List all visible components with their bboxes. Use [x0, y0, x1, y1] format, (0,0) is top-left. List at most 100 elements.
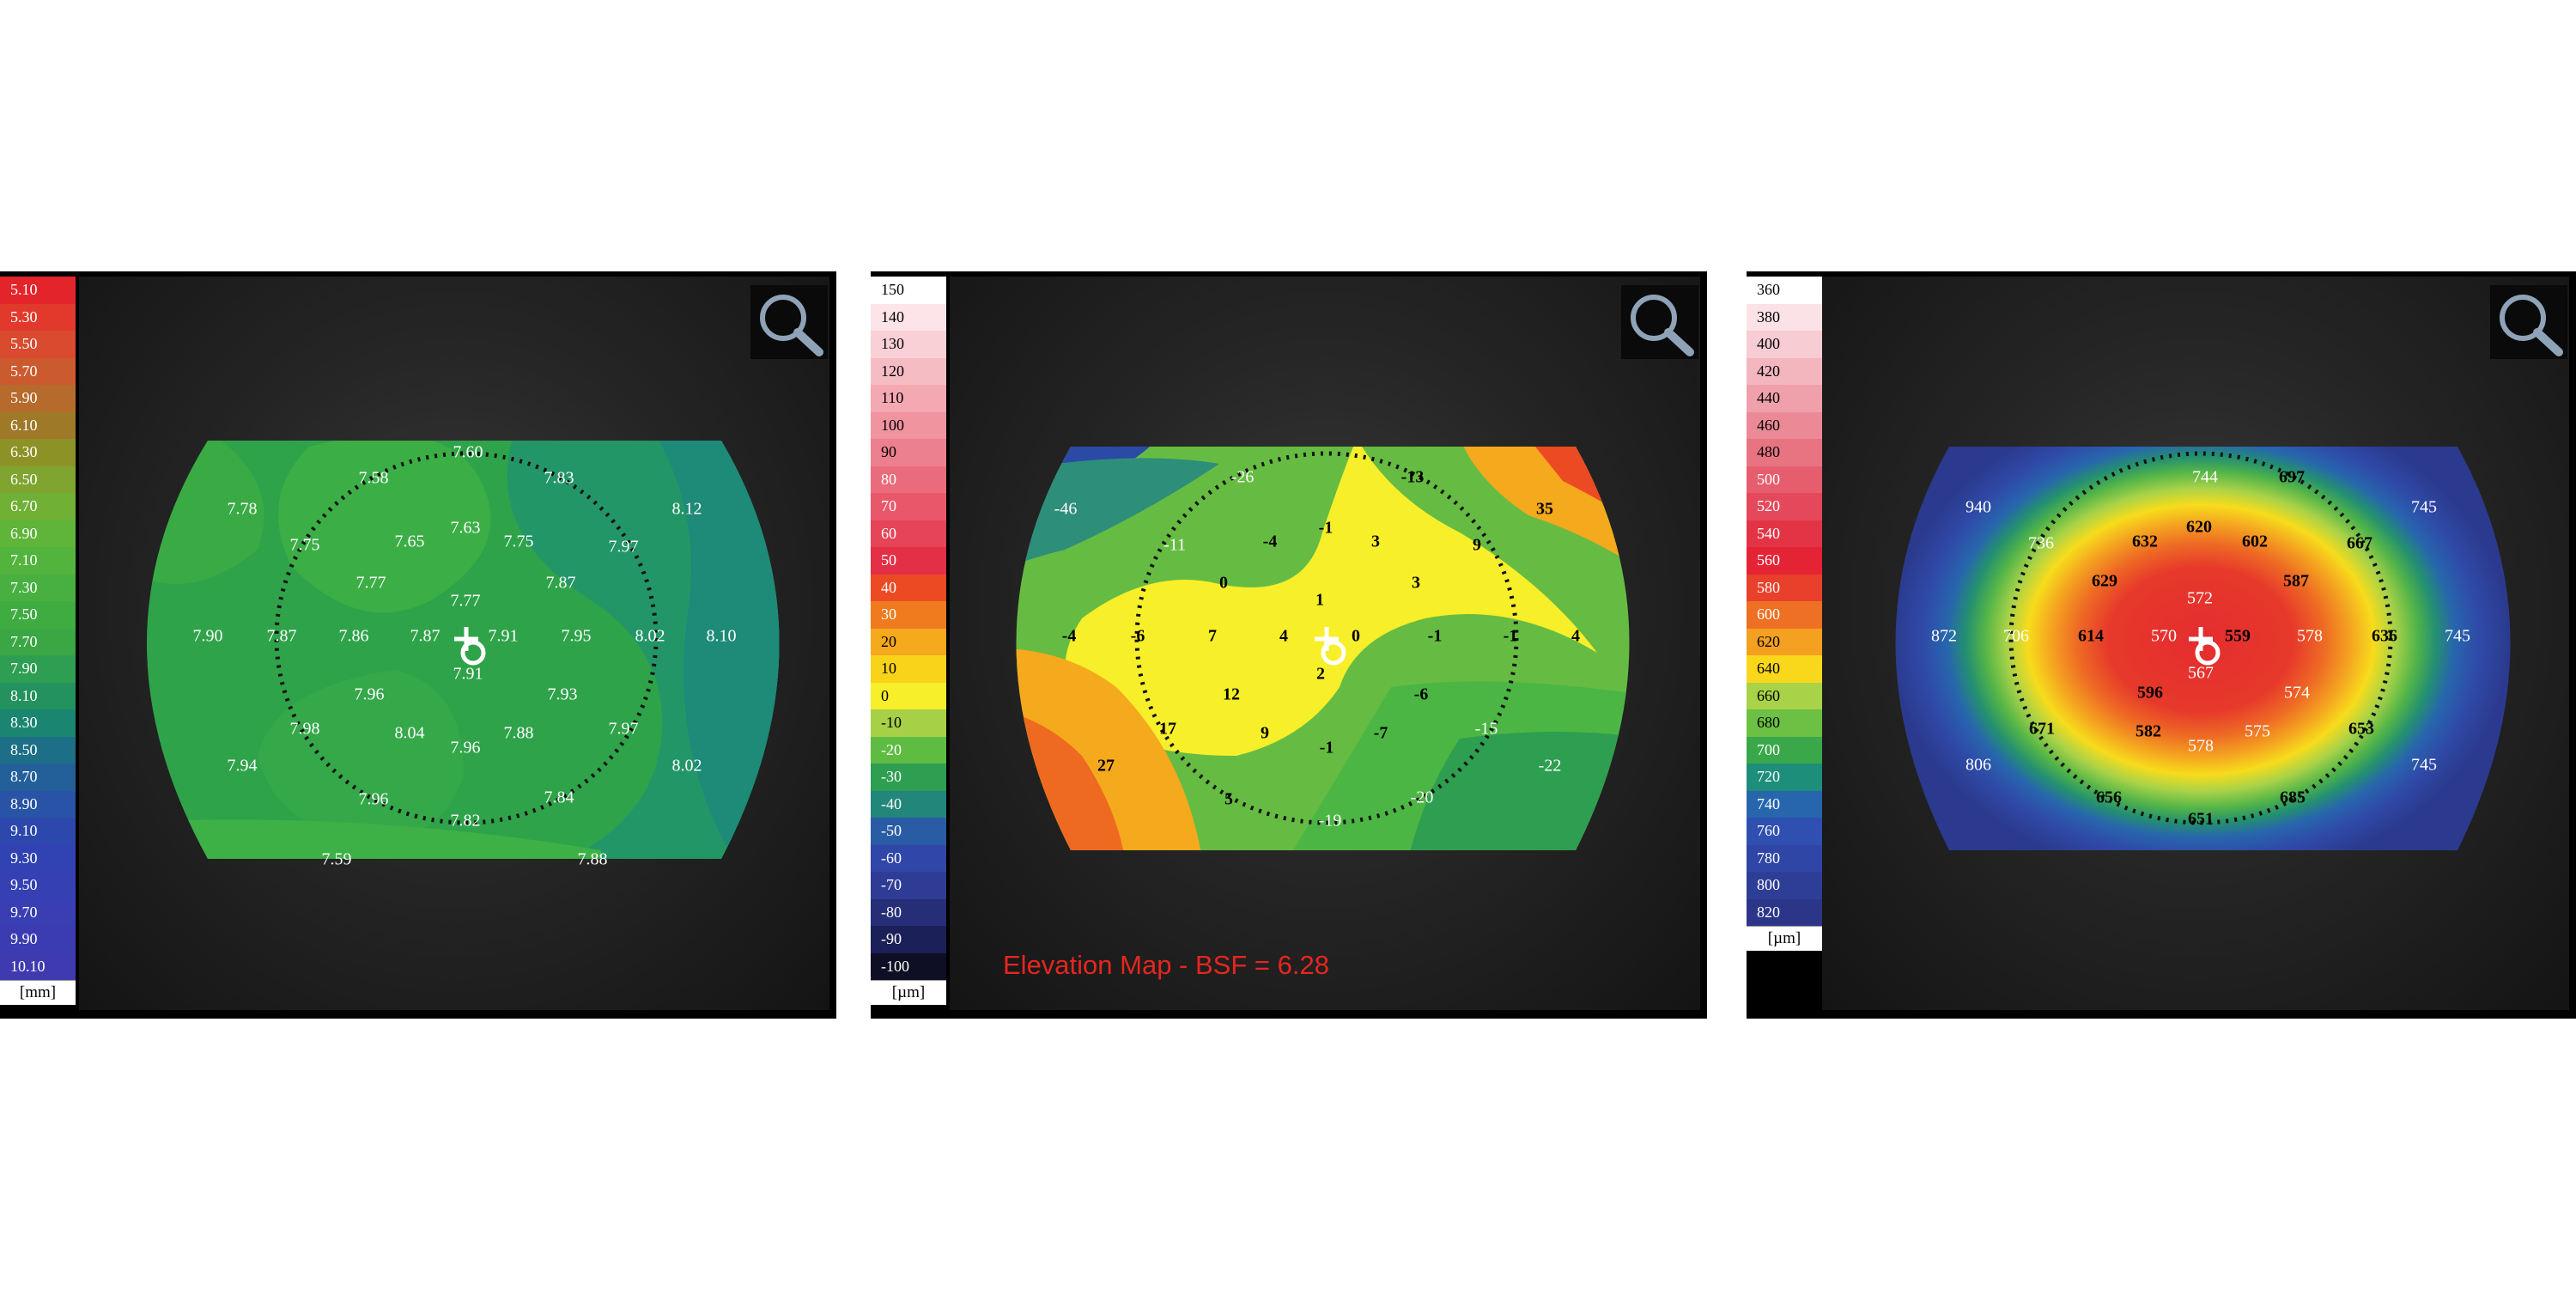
scale-cell: 520 — [1747, 493, 1822, 520]
elevation-value-label: 9 — [1473, 536, 1481, 555]
scale-cell: 5.70 — [0, 357, 76, 385]
curvature-value-label: 8.10 — [707, 627, 737, 646]
scale-cell: 540 — [1747, 520, 1822, 547]
zoom-button-pachymetry[interactable] — [2490, 285, 2567, 359]
elevation-value-label: 2 — [1316, 665, 1325, 684]
scale-cell: 60 — [871, 520, 946, 547]
elevation-value-label: 9 — [1261, 724, 1269, 743]
scale-cell: 9.50 — [0, 872, 76, 899]
scale-cell: 8.90 — [0, 790, 76, 818]
elevation-value-label: -15 — [1475, 720, 1498, 739]
scale-cell: 780 — [1747, 844, 1822, 872]
scale-cell: 140 — [871, 303, 946, 331]
curvature-value-label: 7.86 — [339, 627, 369, 646]
scale-cell: -50 — [871, 818, 946, 845]
zoom-button-curvature[interactable] — [750, 285, 828, 359]
scale-cell: 640 — [1747, 655, 1822, 683]
curvature-value-label: 7.94 — [228, 757, 258, 776]
pachymetry-map — [1895, 447, 2511, 850]
scale-cell: -80 — [871, 898, 946, 926]
elevation-color-scale: 150 140 130 120 110 100 90 80 70 60 50 40 30 20 10 0 -10… — [871, 277, 946, 1005]
scale-cell: 7.70 — [0, 628, 76, 655]
scale-cell: -60 — [871, 844, 946, 872]
scale-cell: 40 — [871, 574, 946, 601]
elevation-value-label: -7 — [1374, 724, 1388, 743]
scale-cell: 720 — [1747, 764, 1822, 791]
scale-cell: -10 — [871, 709, 946, 737]
curvature-color-scale: 5.10 5.30 5.50 5.70 5.90 6.10 6.30 6.50 6.70 6.90… — [0, 277, 76, 1005]
elevation-value-label: -11 — [1163, 536, 1186, 555]
curvature-value-label: 7.91 — [489, 627, 519, 646]
curvature-value-label: 7.83 — [544, 469, 574, 488]
curvature-value-label: 7.96 — [355, 685, 385, 704]
curvature-value-label: 7.84 — [544, 788, 574, 807]
scale-cell: 380 — [1747, 303, 1822, 331]
curvature-value-label: 7.78 — [228, 500, 258, 519]
scale-cell: 360 — [1747, 277, 1822, 304]
scale-cell: 80 — [871, 465, 946, 493]
elevation-value-label: 12 — [1223, 685, 1240, 704]
curvature-scale-unit: [mm] — [0, 980, 76, 1005]
curvature-scale-cells: 5.10 5.30 5.50 5.70 5.90 6.10 6.30 6.50 6.70 6.90… — [0, 277, 76, 980]
elevation-value-label: 0 — [1352, 627, 1360, 646]
elevation-scale-unit: [µm] — [871, 980, 946, 1005]
scale-cell: -100 — [871, 952, 946, 980]
scale-cell: 9.70 — [0, 898, 76, 926]
pachymetry-value-label: 602 — [2242, 532, 2268, 551]
curvature-value-label: 7.75 — [504, 532, 534, 551]
pachymetry-value-label: 620 — [2186, 518, 2212, 537]
curvature-map — [147, 441, 780, 859]
pachymetry-value-label: 582 — [2136, 722, 2161, 741]
scale-cell: 680 — [1747, 709, 1822, 737]
pachymetry-value-label: 578 — [2297, 627, 2323, 646]
zoom-button-elevation[interactable] — [1621, 285, 1698, 359]
scale-cell: 560 — [1747, 547, 1822, 575]
elevation-value-label: 1 — [1315, 591, 1324, 610]
pachymetry-value-label: 596 — [2137, 684, 2163, 703]
pachymetry-value-label: 940 — [1965, 498, 1991, 517]
elevation-value-label: -1 — [1320, 739, 1334, 758]
scale-cell: 110 — [871, 385, 946, 412]
elevation-value-label: 0 — [1219, 574, 1228, 593]
scale-cell: 90 — [871, 439, 946, 466]
magnifier-icon — [1631, 295, 1694, 356]
curvature-value-label: 7.87 — [267, 627, 297, 646]
pachymetry-value-label: 706 — [2003, 627, 2029, 646]
curvature-value-label: 8.12 — [672, 500, 702, 519]
pachymetry-value-label: 671 — [2029, 720, 2055, 739]
curvature-value-label: 7.77 — [451, 592, 481, 611]
scale-cell: 440 — [1747, 385, 1822, 412]
pachymetry-value-label: 667 — [2347, 534, 2372, 553]
curvature-value-label: 7.97 — [609, 720, 639, 739]
pachymetry-value-label: 744 — [2192, 468, 2218, 487]
curvature-value-label: 7.87 — [546, 574, 576, 593]
curvature-value-label: 7.60 — [453, 443, 483, 462]
scale-cell: 0 — [871, 682, 946, 709]
scale-cell: 8.50 — [0, 736, 76, 764]
scale-cell: 740 — [1747, 790, 1822, 818]
magnifier-icon — [760, 295, 823, 356]
elevation-value-label: -13 — [1401, 468, 1425, 487]
elevation-value-label: -6 — [1131, 627, 1145, 646]
curvature-value-label: 7.58 — [359, 469, 389, 488]
pachymetry-value-label: 559 — [2225, 627, 2251, 646]
curvature-reference-circle — [274, 451, 659, 825]
scale-cell: 600 — [1747, 601, 1822, 629]
pachymetry-value-label: 587 — [2283, 572, 2309, 591]
scale-cell: -20 — [871, 736, 946, 764]
scale-cell: 8.70 — [0, 764, 76, 791]
curvature-value-label: 8.02 — [635, 627, 665, 646]
scale-cell: 5.50 — [0, 331, 76, 358]
center-markers — [454, 627, 2221, 666]
pachymetry-value-label: 736 — [2028, 534, 2054, 553]
scale-cell: 5.10 — [0, 277, 76, 304]
scale-cell: 70 — [871, 493, 946, 520]
scale-cell: 30 — [871, 601, 946, 629]
scale-cell: 9.10 — [0, 818, 76, 845]
scale-cell: -40 — [871, 790, 946, 818]
scale-cell: 9.90 — [0, 926, 76, 953]
pachymetry-scale-cells: 360 380 400 420 440 460 480 500 520 540 560 580 600 6… — [1747, 277, 1822, 926]
scale-cell: 6.70 — [0, 493, 76, 520]
curvature-value-label: 7.88 — [578, 850, 608, 869]
elevation-value-label: 4 — [1279, 627, 1288, 646]
